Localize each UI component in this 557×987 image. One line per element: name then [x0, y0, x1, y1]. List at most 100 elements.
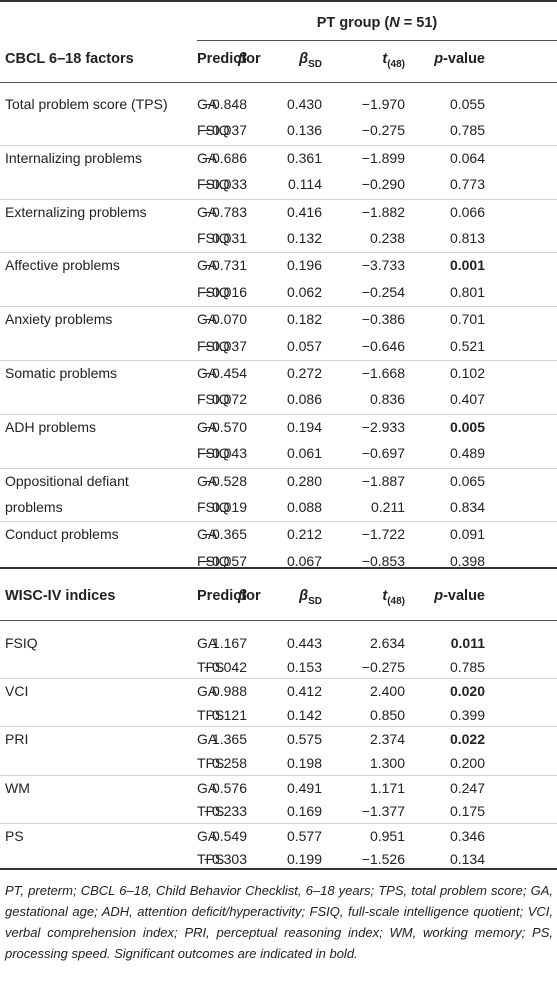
predictor-cell: GA	[197, 779, 218, 796]
t-value-cell: −0.386	[361, 311, 405, 328]
factor-label: WM	[5, 779, 30, 796]
predictor-col-header: Predictor	[197, 51, 261, 67]
beta-cell: −0.037	[203, 337, 247, 354]
predictor-cell: GA	[197, 149, 218, 166]
predictor-cell: GA	[197, 683, 218, 700]
t-value-cell: −1.899	[361, 149, 405, 166]
p-value-cell: 0.001	[449, 257, 485, 274]
p-value-cell: 0.011	[450, 635, 485, 651]
factor-label: Externalizing problems	[5, 203, 147, 220]
group-divider	[0, 726, 557, 728]
table-row: TPS −0.233 0.169 −1.377 0.175	[0, 798, 557, 824]
predictor-cell: GA	[197, 472, 218, 489]
beta-cell: 0.576	[211, 779, 247, 796]
t-value-cell: −1.722	[361, 526, 405, 543]
beta-sd-cell: 0.199	[286, 851, 322, 868]
p-value-cell: 0.813	[449, 230, 485, 246]
predictor-cell: FSIQ	[197, 230, 230, 246]
table-row: GA 0.576 0.491 1.171 0.247	[0, 775, 557, 801]
bottom-rule	[0, 868, 557, 870]
table-row: GA 0.988 0.412 2.400 0.020	[0, 678, 557, 704]
t-value-cell: −1.668	[361, 365, 405, 381]
table-row: FSIQ −0.016 0.062 −0.254 0.801	[0, 279, 557, 305]
group-divider	[0, 360, 557, 361]
beta-col-header: β	[238, 588, 247, 604]
t-value-cell: −1.882	[361, 203, 405, 220]
predictor-cell: GA	[197, 418, 218, 435]
t-value-cell: 0.211	[371, 499, 405, 515]
p-value-cell: 0.398	[449, 552, 485, 569]
predictor-cell: FSIQ	[197, 337, 230, 354]
cbcl-factor-col-header: CBCL 6–18 factors	[5, 51, 134, 67]
table-footnote: PT, preterm; CBCL 6–18, Child Behavior C…	[5, 883, 553, 961]
group-divider	[0, 678, 557, 680]
t-value-cell: −0.254	[361, 283, 405, 300]
beta-cell: −0.037	[203, 122, 247, 139]
group-divider	[0, 144, 557, 146]
beta-sd-cell: 0.088	[286, 499, 322, 515]
beta-sd-cell: 0.575	[286, 731, 322, 748]
beta-sd-cell: 0.272	[286, 365, 322, 381]
table-row: GA −0.570 0.194 −2.933 0.005	[0, 414, 557, 440]
beta-sd-cell: 0.194	[286, 418, 322, 435]
top-rule	[0, 0, 557, 2]
table-row: FSIQ 0.072 0.086 0.836 0.407	[0, 386, 557, 412]
beta-sd-col-header: βSD	[299, 51, 322, 70]
p-value-cell: 0.801	[449, 283, 485, 300]
factor-label: Anxiety problems	[5, 311, 113, 328]
beta-sd-cell: 0.196	[286, 257, 322, 274]
beta-col-header: β	[238, 51, 247, 67]
p-value-cell: 0.407	[449, 391, 485, 408]
table-row: TPS −0.042 0.153 −0.275 0.785	[0, 654, 557, 680]
wisc-factor-col-header: WISC-IV indices	[5, 588, 116, 604]
group-divider	[0, 306, 557, 308]
predictor-cell: TPS	[197, 803, 225, 820]
table-row: GA 1.365 0.575 2.374 0.022	[0, 726, 557, 752]
beta-cell: −0.731	[203, 257, 247, 274]
predictor-cell: GA	[197, 526, 218, 543]
beta-cell: −0.043	[203, 445, 247, 462]
t-value-cell: −0.697	[361, 445, 405, 462]
factor-label: FSIQ	[5, 635, 38, 651]
beta-sd-cell: 0.182	[286, 311, 322, 328]
p-col-header: p-value	[434, 588, 485, 604]
beta-cell: −0.042	[203, 658, 247, 675]
cbcl-header-rule	[0, 82, 557, 83]
beta-cell: −0.033	[203, 176, 247, 193]
table-row: FSIQ −0.043 0.061 −0.697 0.489	[0, 440, 557, 466]
predictor-cell: FSIQ	[197, 122, 230, 139]
p-value-cell: 0.785	[449, 122, 485, 139]
predictor-cell: GA	[197, 731, 218, 748]
t-col-header: t(48)	[382, 51, 405, 70]
beta-sd-cell: 0.280	[286, 472, 322, 489]
beta-sd-cell: 0.212	[286, 526, 322, 543]
predictor-cell: FSIQ	[197, 176, 230, 193]
table-row: GA −0.686 0.361 −1.899 0.064	[0, 145, 557, 171]
t-value-cell: −1.377	[361, 803, 405, 820]
predictor-col-header: Predictor	[197, 588, 261, 604]
p-value-cell: 0.134	[449, 851, 485, 868]
t-value-cell: −0.646	[361, 337, 405, 354]
group-divider	[0, 467, 557, 469]
p-value-cell: 0.065	[449, 472, 485, 489]
t-col-header: t(48)	[382, 588, 405, 607]
factor-label: PRI	[5, 731, 29, 748]
table-row: FSIQ 0.019 0.088 0.211 0.834	[0, 494, 557, 520]
predictor-cell: GA	[197, 257, 218, 274]
t-value-cell: 1.300	[369, 755, 405, 771]
t-value-cell: 0.238	[369, 230, 405, 246]
table-row: FSIQ −0.057 0.067 −0.853 0.398	[0, 548, 557, 574]
p-value-cell: 0.834	[449, 499, 485, 515]
beta-sd-cell: 0.062	[286, 283, 322, 300]
table-row: FSIQ −0.037 0.057 −0.646 0.521	[0, 333, 557, 359]
table-row: GA −0.454 0.272 −1.668 0.102	[0, 360, 557, 386]
beta-cell: −0.057	[203, 552, 247, 569]
t-value-cell: −1.526	[361, 851, 405, 868]
beta-sd-cell: 0.416	[286, 203, 322, 220]
predictor-cell: FSIQ	[197, 445, 230, 462]
t-value-cell: −1.887	[361, 472, 405, 489]
table-row: TPS −0.303 0.199 −1.526 0.134	[0, 846, 557, 872]
predictor-cell: GA	[197, 827, 218, 844]
p-value-cell: 0.521	[449, 337, 485, 354]
